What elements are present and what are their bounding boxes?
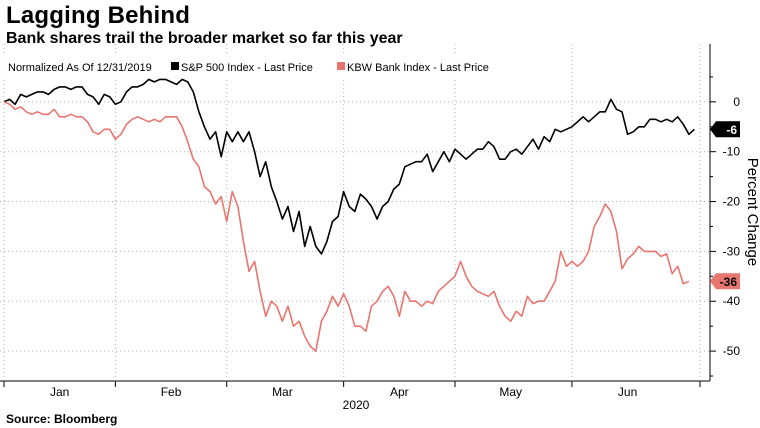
x-tick-label-jan: Jan	[50, 385, 69, 399]
last-value-tags: -6 -36	[710, 121, 740, 290]
x-tick-label-may: May	[499, 385, 522, 399]
x-tick-label-feb: Feb	[161, 385, 182, 399]
last-value-tag-sp500-text: -6	[726, 123, 737, 137]
series-line-kbw	[3, 101, 690, 352]
last-value-tag-kbw	[710, 273, 740, 290]
gridlines	[0, 44, 710, 381]
legend-label-kbw: KBW Bank Index - Last Price	[347, 62, 489, 74]
x-tick-label-apr: Apr	[390, 385, 409, 399]
chart-subtitle: Bank shares trail the broader market so …	[6, 30, 403, 47]
x-tick-label-mar: Mar	[272, 385, 293, 399]
series-line-sp500	[3, 78, 695, 255]
y-tick-label: -30	[723, 244, 741, 258]
last-value-tag-sp500	[710, 121, 740, 138]
y-tick-label: -20	[723, 195, 741, 209]
last-value-tag-kbw-text: -36	[720, 275, 738, 289]
legend-swatch-sp500	[171, 62, 179, 70]
series-layer	[3, 78, 695, 352]
legend-swatch-kbw	[337, 62, 345, 70]
y-tick-label: -50	[723, 344, 741, 358]
legend-label-sp500: S&P 500 Index - Last Price	[181, 62, 313, 74]
source-note: Source: Bloomberg	[6, 412, 118, 426]
y-axis-title: Percent Change	[744, 158, 760, 266]
y-tick-label: -10	[723, 145, 741, 159]
legend: Normalized As Of 12/31/2019 S&P 500 Inde…	[2, 56, 500, 77]
legend-note: Normalized As Of 12/31/2019	[8, 62, 152, 74]
chart-title: Lagging Behind	[6, 2, 191, 29]
y-tick-label: 0	[733, 95, 740, 109]
y-axis: 0 -10 -20 -30 -40 -50	[710, 76, 741, 377]
legend-background	[2, 56, 500, 77]
x-axis-year-label: 2020	[343, 398, 370, 412]
x-tick-label-jun: Jun	[618, 385, 637, 399]
x-axis: Jan Feb Mar Apr May Jun	[3, 381, 701, 399]
plot-frame	[0, 44, 711, 382]
y-tick-label: -40	[723, 294, 741, 308]
